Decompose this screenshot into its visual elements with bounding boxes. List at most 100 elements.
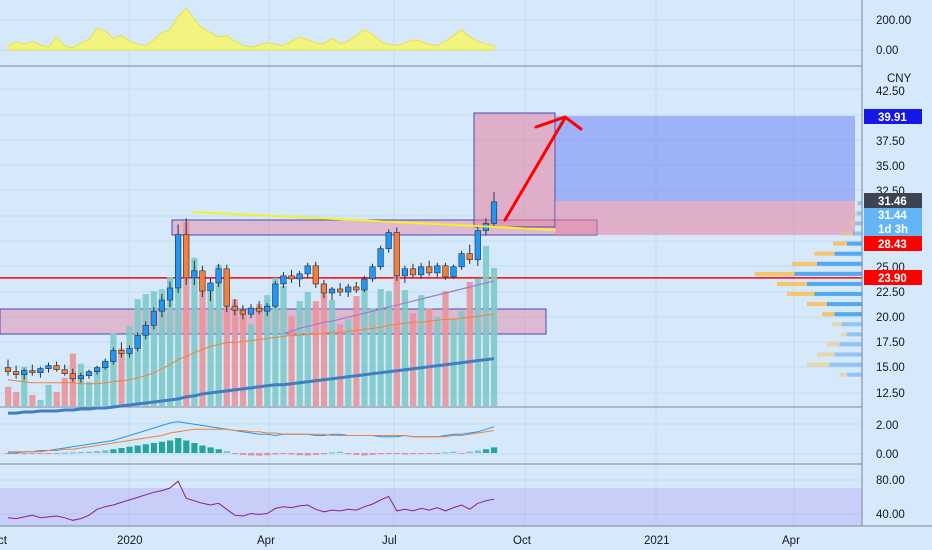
target-price-badge [864,109,922,124]
profile-bar-down [814,251,835,256]
candle-down [239,309,247,315]
profile-bar-up [847,372,862,377]
target-zone [555,116,855,201]
candle-up [134,335,141,349]
volume-bar [207,292,214,406]
close-price-badge [864,208,922,222]
profile-bar-down [842,231,853,236]
rsi-tick: 40.00 [876,509,905,521]
moving-averages [7,280,495,415]
risk-zone [555,201,855,235]
candle-up [110,350,117,362]
volume-bar [77,363,85,406]
macd-histogram-bar [482,449,490,453]
top-indicator-pane [7,7,495,51]
macd-histogram-bar [256,453,263,456]
candle-up [150,310,157,326]
rsi-pane [0,480,862,531]
candle-down [426,266,433,274]
price-tick: 17.50 [876,337,905,349]
profile-bar-down [822,312,835,317]
price-scale-area[interactable] [862,0,932,526]
macd-histogram-bar [353,453,360,455]
trendline [192,211,557,231]
macd-histogram-bar [296,453,303,456]
candle-up [369,266,376,280]
profile-bar-up [834,352,862,357]
macd-histogram-bar [239,453,247,455]
x-tick: 2020 [117,535,143,547]
candle-up [385,232,392,249]
volume-bar [426,308,433,406]
candle-up [458,253,465,268]
candle-up [377,248,384,268]
macd-histogram-bar [142,444,149,453]
volume-bar [442,291,449,406]
profile-bar-up [842,322,862,327]
volume-bar [450,318,457,406]
ma-long-line [283,280,495,334]
candle-down [312,265,319,285]
volume-bar [377,289,384,406]
candle-down [4,367,12,372]
macd-histogram-bar [280,453,287,454]
candle-down [353,286,360,291]
volume-bar [320,288,328,406]
macd-histogram-bar [231,453,238,454]
volume-bar [126,326,133,406]
target-price-label: 39.91 [878,112,907,124]
profile-bar-up [827,302,862,307]
volume-bar [13,391,20,406]
candle-up [296,273,303,280]
macd-histogram-bar [345,453,352,455]
volume-bar [312,301,319,406]
candle-down [199,270,206,292]
volume-bar [175,273,182,406]
volume-bar [296,301,303,406]
profile-bar-down [792,261,817,266]
volume-bar [248,324,255,406]
volume-bar [53,391,60,406]
macd-histogram-bar [248,453,255,456]
volume-bar [231,299,238,406]
candle-up [417,266,425,276]
candle-up [77,375,84,379]
time-axis[interactable] [0,526,932,550]
candle-up [126,348,133,354]
ma-fast-line [7,313,495,385]
volume-bar [288,316,295,406]
macd-histogram-bar [175,438,182,453]
volume-bar [5,386,12,406]
x-tick: Oct [513,535,532,547]
x-tick: Apr [782,535,800,547]
candle-down [466,253,473,261]
candle-up [37,368,44,373]
candle-up [328,288,336,294]
candle-down [320,283,328,294]
macd-histogram-bar [21,453,28,455]
volume-bar [385,291,392,406]
volume-bar [256,304,263,406]
macd-histogram-bar [45,453,52,454]
candle-down [13,371,20,375]
macd-histogram-bar [102,450,109,453]
ma-slow-line [8,357,495,415]
profile-bar-up [829,362,862,367]
candle-down [393,232,400,277]
drawings [192,115,583,231]
volume-bar [482,245,490,406]
profile-bar-down [855,211,857,216]
rsi-line [7,480,495,521]
volume-bar [264,295,271,406]
macd-histogram-bar [118,448,125,453]
candle-down [442,265,449,278]
support-price-label: 23.90 [878,273,907,285]
candle-down [223,268,230,307]
macd-histogram-bar [361,453,368,456]
volume-bar [134,299,141,406]
volume-bar [434,316,441,406]
volume-bar [272,277,279,406]
volume-bar [410,313,417,406]
volume-bar [86,381,93,406]
rsi-tick: 80.00 [876,475,905,487]
